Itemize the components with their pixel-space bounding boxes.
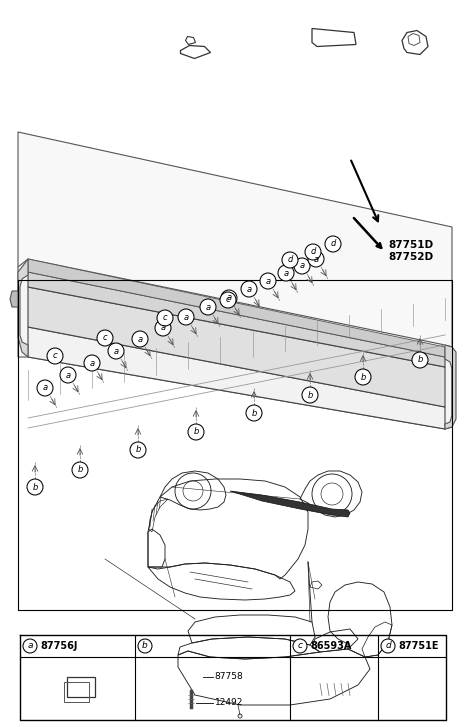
Circle shape [178,309,194,325]
Circle shape [84,355,100,371]
Text: b: b [360,372,366,382]
Text: 87751D: 87751D [388,240,433,250]
Circle shape [60,367,76,383]
Text: c: c [297,641,302,651]
Circle shape [293,639,307,653]
Circle shape [305,244,321,260]
Circle shape [47,348,63,364]
Text: a: a [113,347,118,356]
Text: b: b [142,641,148,651]
Text: b: b [32,483,38,491]
Circle shape [130,442,146,458]
Text: 87752D: 87752D [388,252,433,262]
Text: b: b [193,427,199,436]
Text: c: c [163,313,167,323]
Text: 12492: 12492 [214,698,243,707]
Circle shape [381,639,395,653]
Text: a: a [137,334,143,343]
Text: a: a [27,641,33,651]
FancyArrowPatch shape [354,218,381,248]
Text: a: a [65,371,70,379]
Text: a: a [283,268,288,278]
Circle shape [97,330,113,346]
Text: a: a [89,358,95,368]
Polygon shape [18,132,452,347]
Text: b: b [418,356,423,364]
Text: c: c [103,334,107,342]
Circle shape [220,292,236,308]
Text: a: a [184,313,189,321]
Circle shape [155,320,171,336]
Polygon shape [10,291,18,307]
Text: 86593A: 86593A [310,641,351,651]
Polygon shape [18,259,452,429]
Text: a: a [226,294,232,302]
Polygon shape [445,345,456,429]
Circle shape [138,639,152,653]
Text: b: b [307,390,313,400]
Circle shape [37,380,53,396]
Text: d: d [330,239,336,249]
Circle shape [27,479,43,495]
Circle shape [325,236,341,252]
Text: a: a [314,254,319,263]
Circle shape [294,258,310,274]
Circle shape [282,252,298,268]
Circle shape [355,369,371,385]
Circle shape [72,462,88,478]
Circle shape [132,331,148,347]
Text: a: a [206,302,211,311]
Circle shape [308,251,324,267]
Circle shape [246,405,262,421]
Polygon shape [28,259,445,357]
Circle shape [278,265,294,281]
Text: c: c [53,351,57,361]
Circle shape [221,290,237,306]
Circle shape [200,299,216,315]
Text: a: a [160,324,165,332]
Text: b: b [251,409,257,417]
Text: c: c [226,295,230,305]
Text: d: d [385,641,391,651]
Text: d: d [288,255,293,265]
Polygon shape [28,327,445,429]
Circle shape [241,281,257,297]
Circle shape [302,387,318,403]
Text: 87751E: 87751E [398,641,439,651]
Text: 87758: 87758 [214,672,243,681]
Polygon shape [18,259,28,357]
Circle shape [188,424,204,440]
Text: 87756J: 87756J [40,641,77,651]
Text: b: b [135,446,141,454]
Text: a: a [300,262,305,270]
Text: a: a [42,384,48,393]
Circle shape [23,639,37,653]
Text: a: a [247,284,252,294]
Text: a: a [266,276,271,286]
Polygon shape [28,287,445,407]
Circle shape [260,273,276,289]
Text: d: d [310,247,315,257]
Circle shape [108,343,124,359]
Polygon shape [28,272,445,367]
Circle shape [412,352,428,368]
Polygon shape [230,491,350,517]
Circle shape [157,310,173,326]
Text: b: b [77,465,82,475]
